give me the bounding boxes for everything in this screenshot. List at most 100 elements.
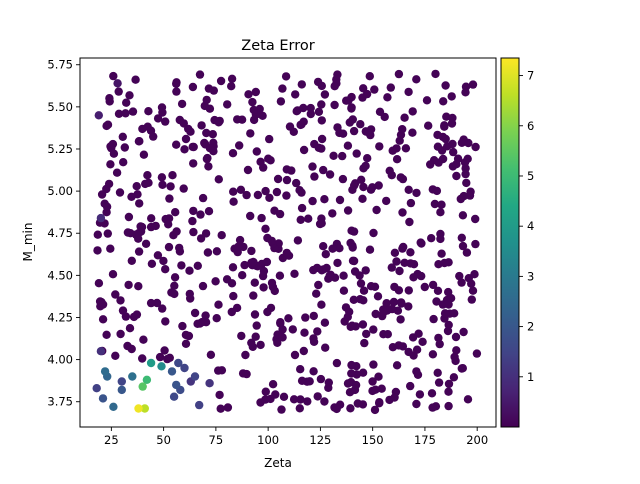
data-point bbox=[366, 185, 376, 194]
data-point bbox=[412, 367, 421, 376]
data-point bbox=[437, 249, 446, 258]
data-point bbox=[468, 80, 478, 89]
data-point bbox=[268, 380, 278, 389]
data-point bbox=[300, 328, 309, 337]
data-point bbox=[203, 248, 213, 257]
data-point bbox=[355, 295, 365, 304]
data-point bbox=[161, 117, 170, 126]
data-point bbox=[452, 160, 461, 169]
data-point bbox=[227, 74, 237, 84]
data-point bbox=[366, 130, 375, 140]
data-point bbox=[202, 128, 211, 138]
data-point bbox=[170, 281, 179, 290]
data-point bbox=[450, 309, 459, 318]
data-point bbox=[348, 243, 357, 252]
data-point-highlighted bbox=[146, 358, 156, 368]
data-point-highlighted bbox=[169, 392, 179, 401]
data-point bbox=[434, 378, 444, 387]
data-point bbox=[229, 197, 238, 206]
data-point bbox=[435, 339, 444, 349]
data-point bbox=[316, 374, 326, 384]
data-point bbox=[374, 372, 383, 381]
data-point bbox=[212, 314, 221, 323]
x-tick-label: 100 bbox=[257, 433, 279, 447]
data-point bbox=[259, 163, 268, 172]
data-point bbox=[463, 154, 472, 163]
data-point bbox=[134, 234, 143, 243]
data-point bbox=[383, 330, 392, 339]
data-point bbox=[249, 105, 258, 115]
data-point bbox=[193, 261, 202, 270]
data-point bbox=[170, 273, 180, 282]
data-point bbox=[265, 134, 274, 144]
data-point bbox=[138, 354, 147, 363]
data-point-highlighted bbox=[140, 404, 149, 413]
data-point bbox=[382, 196, 391, 206]
data-point bbox=[444, 379, 454, 389]
data-point bbox=[281, 72, 291, 81]
x-tick-label: 200 bbox=[466, 433, 488, 447]
data-point bbox=[371, 309, 380, 319]
data-point bbox=[458, 211, 468, 220]
data-point bbox=[306, 103, 315, 113]
data-point bbox=[343, 141, 353, 150]
data-point bbox=[282, 175, 292, 185]
data-point bbox=[293, 236, 303, 245]
colorbar-tick-label: 3 bbox=[527, 269, 534, 283]
data-point bbox=[313, 327, 322, 336]
data-point bbox=[309, 311, 318, 321]
data-point bbox=[296, 215, 305, 224]
data-point bbox=[299, 103, 308, 113]
data-point bbox=[116, 329, 125, 339]
data-point-highlighted bbox=[157, 362, 166, 371]
data-point bbox=[317, 266, 326, 275]
data-point bbox=[396, 315, 405, 324]
data-point bbox=[263, 307, 272, 317]
data-point bbox=[240, 260, 249, 270]
data-point bbox=[222, 275, 232, 284]
data-point bbox=[209, 86, 218, 95]
data-point bbox=[229, 291, 238, 301]
data-point bbox=[184, 331, 194, 341]
data-point bbox=[317, 81, 326, 91]
data-point bbox=[440, 309, 450, 318]
data-point bbox=[275, 209, 285, 219]
data-point bbox=[131, 75, 140, 84]
data-point bbox=[428, 350, 438, 359]
data-point bbox=[325, 271, 334, 280]
data-point bbox=[401, 144, 411, 153]
data-point bbox=[253, 190, 263, 200]
data-point bbox=[317, 134, 327, 144]
data-point bbox=[359, 182, 368, 192]
data-point bbox=[428, 403, 437, 412]
x-axis-label: Zeta bbox=[264, 456, 292, 470]
colorbar-tick-label: 6 bbox=[527, 119, 534, 133]
data-point bbox=[395, 266, 404, 276]
data-point-highlighted bbox=[180, 363, 189, 373]
data-point bbox=[185, 289, 194, 299]
data-point bbox=[152, 298, 162, 308]
data-point bbox=[139, 150, 149, 159]
data-point bbox=[132, 182, 141, 191]
data-point bbox=[195, 70, 205, 79]
data-point bbox=[180, 145, 189, 154]
colorbar-tick-label: 1 bbox=[527, 370, 534, 384]
data-point bbox=[330, 82, 339, 91]
data-point bbox=[127, 192, 136, 201]
data-point bbox=[146, 298, 156, 308]
x-tick-label: 125 bbox=[309, 433, 331, 447]
data-point bbox=[308, 196, 317, 206]
data-point-highlighted bbox=[98, 394, 108, 403]
data-point bbox=[471, 239, 480, 249]
data-point-highlighted bbox=[109, 402, 118, 411]
y-tick-label: 4.25 bbox=[47, 310, 73, 324]
data-point bbox=[390, 393, 399, 402]
y-tick-label: 4.75 bbox=[47, 226, 73, 240]
data-point bbox=[358, 194, 367, 203]
data-point bbox=[317, 219, 326, 228]
data-point bbox=[202, 154, 212, 164]
data-point bbox=[365, 245, 375, 254]
data-point bbox=[433, 142, 443, 151]
data-point bbox=[247, 246, 256, 256]
